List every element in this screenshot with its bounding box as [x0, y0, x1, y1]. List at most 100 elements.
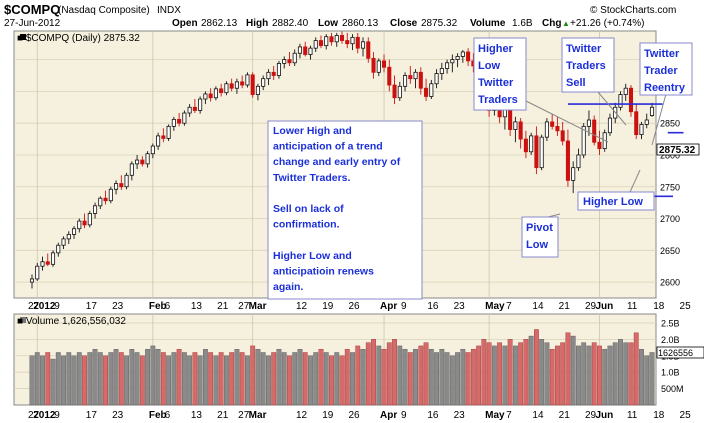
candle-body: [639, 124, 644, 136]
x-tick-label: 16: [427, 301, 439, 312]
volume-bar: [197, 355, 203, 406]
price-tick-label: 2700: [660, 214, 680, 224]
price-tick-label: 2750: [660, 182, 680, 192]
x-tick-label: 11: [627, 410, 638, 421]
candle-body: [150, 145, 155, 155]
chg-value: +21.26 (+0.74%): [570, 18, 645, 29]
candle-body: [560, 130, 565, 142]
candle-body: [439, 68, 444, 74]
volume-bar: [166, 355, 172, 406]
volume-bar: [61, 355, 66, 406]
annotation-text: Traders: [566, 60, 606, 72]
volume-bar: [644, 355, 650, 406]
x-tick-label: 23: [112, 301, 124, 312]
annotation-box: [561, 37, 615, 93]
candle-body: [98, 197, 103, 207]
x-tick-label: 17: [86, 410, 98, 421]
volume-bar: [334, 352, 340, 406]
annotation-text: Lower High and: [273, 125, 352, 137]
candle-body: [518, 121, 523, 140]
annotation-text: Sell: [566, 77, 586, 89]
candle-body: [403, 75, 408, 87]
candle-body: [219, 88, 224, 94]
low-value: 2860.13: [342, 18, 379, 29]
volume-bar: [360, 348, 366, 406]
volume-bar: [281, 352, 287, 406]
candle-body: [124, 174, 129, 188]
volume-bar: [397, 345, 403, 406]
annotation-text: Traders: [478, 94, 518, 106]
candle-body: [198, 98, 203, 111]
candle-body: [35, 265, 40, 280]
volume-bar: [329, 355, 334, 406]
volume-bar: [171, 352, 177, 406]
high-value: 2882.40: [272, 18, 309, 29]
volume-bar: [476, 345, 482, 406]
x-tick-label: 19: [322, 301, 334, 312]
volume-bar: [502, 345, 508, 406]
volume-bar: [223, 355, 229, 406]
volume-bar: [423, 342, 429, 406]
brand-label: © StockCharts.com: [590, 5, 676, 16]
candle-body: [282, 59, 287, 64]
x-tick-label: 12: [296, 410, 308, 421]
volume-bar: [55, 352, 61, 406]
volume-bar: [607, 345, 613, 406]
volume-bar: [92, 348, 98, 406]
x-tick-label: 27: [28, 410, 40, 421]
x-tick-label: 17: [86, 301, 98, 312]
candle-body: [177, 118, 182, 124]
x-tick-label: Jun: [595, 410, 613, 421]
volume-bar: [155, 348, 161, 406]
x-tick-label: 23: [112, 410, 124, 421]
volume-bar: [40, 355, 45, 406]
annotation-text: Higher: [478, 43, 514, 55]
volume-bar: [45, 352, 51, 406]
candle-body: [350, 36, 355, 45]
candle-body: [445, 62, 450, 69]
x-tick-label: 18: [653, 301, 665, 312]
annotation-pointer: [597, 91, 627, 126]
candle-body: [145, 153, 150, 165]
x-tick-label: 13: [191, 410, 203, 421]
price-legend-swatch-icon: [20, 34, 26, 40]
volume-bar: [266, 355, 271, 406]
x-tick-label: Apr: [380, 301, 397, 312]
volume-bar: [576, 345, 581, 406]
price-tick-label: 2650: [660, 246, 680, 256]
annotation-text: anticipatioin renews: [273, 265, 374, 277]
x-tick-label: 27: [28, 301, 40, 312]
volume-legend: ■ Volume 1,626,556,032: [17, 316, 126, 327]
candle-body: [182, 112, 187, 124]
volume-bar: [428, 348, 434, 406]
volume-bar: [87, 352, 93, 406]
volume-bar: [50, 358, 56, 406]
candle-body: [539, 136, 544, 169]
volume-bar: [507, 339, 513, 406]
candle-body: [397, 85, 402, 99]
volume-bar: [586, 345, 592, 406]
volume-bar: [449, 355, 455, 406]
high-label: High: [246, 18, 268, 29]
candle-body: [240, 81, 245, 86]
candle-body: [129, 163, 134, 176]
volume-bar: [292, 352, 298, 406]
annotation-box: [577, 191, 655, 211]
x-tick-label: 14: [532, 410, 544, 421]
candle-body: [303, 46, 308, 55]
candle-body: [161, 135, 166, 139]
volume-bar: [250, 345, 256, 406]
candle-body: [555, 125, 560, 132]
volume-bar: [539, 339, 545, 406]
candle-body: [523, 138, 528, 153]
volume-bar: [287, 355, 292, 406]
volume-bar: [218, 352, 224, 406]
candle-body: [135, 159, 140, 165]
candle-body: [171, 118, 176, 127]
volume-bar: [103, 355, 108, 406]
candle-body: [234, 81, 239, 89]
annotation-text: Twitter: [644, 48, 680, 60]
candle-body: [392, 84, 397, 99]
x-tick-label: 19: [322, 410, 334, 421]
price-tick-label: 2850: [660, 119, 680, 129]
